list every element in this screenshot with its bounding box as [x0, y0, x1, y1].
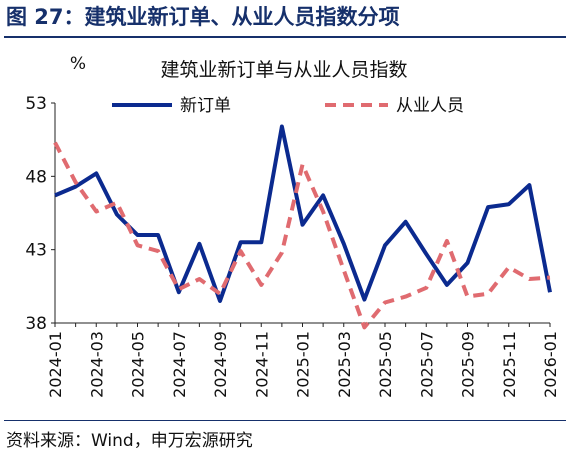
x-tick-label: 2025-03 — [335, 331, 354, 398]
legend: 新订单 从业人员 — [112, 96, 464, 116]
x-axis: 2024-01 2024-03 2024-05 2024-07 2024-09 2024-… — [46, 322, 560, 398]
x-tick-label: 2025-11 — [500, 331, 519, 398]
title-divider — [4, 36, 566, 38]
x-tick-label: 2024-09 — [211, 331, 230, 398]
y-tick-label: 53 — [25, 94, 47, 114]
x-tick-label: 2026-01 — [541, 331, 560, 398]
series-line-new-orders — [54, 124, 552, 303]
legend-label: 新订单 — [180, 96, 231, 116]
y-tick-label: 48 — [25, 167, 47, 187]
x-tick-label: 2024-07 — [170, 331, 189, 398]
x-tick-label: 2025-07 — [417, 331, 436, 398]
y-axis-unit: % — [70, 54, 86, 74]
x-tick-label: 2024-03 — [87, 331, 106, 398]
x-tick-label: 2024-11 — [252, 331, 271, 398]
source-divider — [4, 420, 566, 421]
series-layer — [53, 124, 552, 330]
y-tick-label: 43 — [25, 241, 47, 261]
source-note: 资料来源：Wind，申万宏源研究 — [6, 431, 253, 451]
line-chart: 建筑业新订单与从业人员指数 % 新订单 从业人员 38 43 48 53 2024-01… — [25, 54, 560, 398]
figure-title: 图 27：建筑业新订单、从业人员指数分项 — [6, 5, 400, 29]
x-tick-label: 2024-05 — [129, 331, 148, 398]
y-axis: 38 43 48 53 — [25, 94, 56, 334]
x-tick-label: 2025-01 — [294, 331, 313, 398]
chart-title: 建筑业新订单与从业人员指数 — [160, 59, 407, 81]
x-tick-label: 2025-05 — [376, 331, 395, 398]
series-line-employment — [53, 141, 551, 330]
x-tick-label: 2024-01 — [46, 331, 65, 398]
legend-label: 从业人员 — [396, 96, 464, 116]
x-tick-label: 2025-09 — [459, 331, 478, 398]
y-tick-label: 38 — [25, 314, 47, 334]
